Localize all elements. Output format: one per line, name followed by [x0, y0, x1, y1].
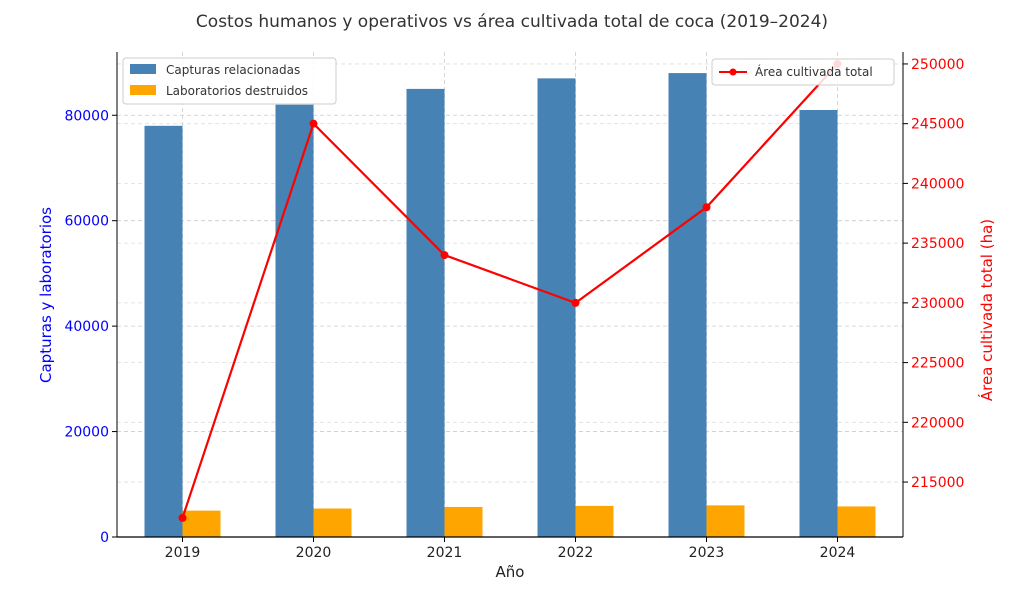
- point-area-2022: [571, 298, 580, 307]
- y-left-tick-label: 80000: [64, 108, 109, 124]
- y-right-tick-label: 220000: [911, 415, 964, 431]
- legend-swatch-laboratorios: [130, 85, 156, 95]
- line-area-cultivada: [181, 63, 839, 519]
- y-left-tick-label: 20000: [64, 425, 109, 441]
- y-right-tick-label: 245000: [911, 117, 964, 133]
- x-tick-label-2022: 2022: [558, 545, 594, 561]
- bar-laboratorios-2024: [837, 506, 876, 537]
- legend-label-capturas: Capturas relacionadas: [166, 63, 300, 77]
- legend-right: Área cultivada total: [711, 58, 895, 86]
- legend-swatch-capturas: [130, 64, 156, 74]
- x-axis-label: Año: [496, 563, 525, 581]
- y-right-tick-label: 225000: [911, 356, 964, 372]
- bars-layer: [144, 73, 876, 538]
- bar-laboratorios-2019: [182, 510, 221, 537]
- y-right-axis-label: Área cultivada total (ha): [977, 219, 996, 401]
- y-right-tick-label: 235000: [911, 236, 964, 252]
- bar-laboratorios-2022: [575, 505, 614, 537]
- y-right-tick-label: 250000: [911, 57, 964, 73]
- bar-capturas-2021: [406, 88, 445, 538]
- y-left-tick-label: 60000: [64, 214, 109, 230]
- grid-lines: [117, 52, 903, 538]
- y-left-tick-label: 0: [100, 530, 109, 546]
- y-left-tick-labels: 0 20000 40000 60000 80000: [64, 108, 117, 546]
- point-area-2019: [178, 513, 187, 522]
- axes: [116, 52, 904, 538]
- bar-laboratorios-2020: [313, 508, 352, 537]
- bar-capturas-2022: [537, 78, 576, 537]
- y-right-tick-labels: 215000 220000 225000 230000 235000 240000 2450…: [903, 57, 964, 491]
- bar-capturas-2023: [668, 73, 707, 537]
- y-right-tick-label: 230000: [911, 296, 964, 312]
- x-tick-label-2023: 2023: [689, 545, 725, 561]
- x-tick-labels: 2019 2020 2021 2022 2023 2024: [165, 537, 856, 561]
- legend-label-laboratorios: Laboratorios destruidos: [166, 84, 308, 98]
- x-tick-label-2021: 2021: [427, 545, 463, 561]
- y-left-axis-label: Capturas y laboratorios: [37, 207, 55, 383]
- bar-laboratorios-2021: [444, 506, 483, 537]
- y-right-tick-label: 215000: [911, 475, 964, 491]
- point-area-2021: [440, 251, 449, 260]
- legend-marker-area: [729, 68, 737, 76]
- y-right-tick-label: 240000: [911, 176, 964, 192]
- point-area-2020: [309, 119, 318, 128]
- x-tick-label-2019: 2019: [165, 545, 201, 561]
- x-tick-label-2024: 2024: [820, 545, 856, 561]
- bar-laboratorios-2023: [706, 505, 745, 537]
- legend-label-area: Área cultivada total: [755, 64, 873, 79]
- bar-capturas-2024: [799, 109, 838, 537]
- chart-title: Costos humanos y operativos vs área cult…: [196, 12, 828, 32]
- point-area-2023: [702, 203, 711, 212]
- bar-capturas-2020: [275, 104, 314, 537]
- x-tick-label-2020: 2020: [296, 545, 332, 561]
- y-left-tick-label: 40000: [64, 319, 109, 335]
- bar-capturas-2019: [144, 125, 183, 537]
- legend-left: Capturas relacionadas Laboratorios destr…: [122, 57, 337, 105]
